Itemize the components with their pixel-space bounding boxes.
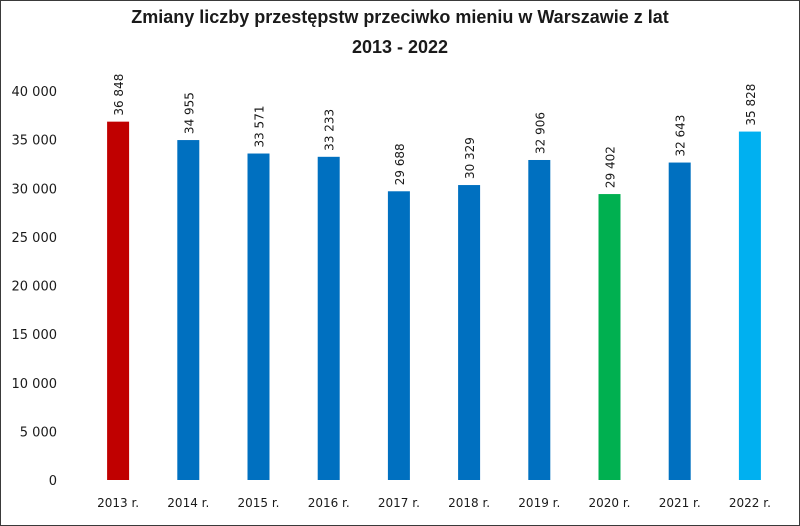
- data-label: 34 955: [182, 92, 196, 134]
- x-tick-label: 2015 r.: [238, 496, 280, 510]
- y-tick-label: 40 000: [12, 85, 58, 100]
- data-label: 35 828: [744, 84, 758, 126]
- y-tick-label: 20 000: [12, 280, 58, 295]
- data-label: 30 329: [463, 137, 477, 179]
- bar: [317, 156, 340, 480]
- x-tick-label: 2021 r.: [659, 496, 701, 510]
- data-label: 33 233: [323, 109, 337, 151]
- bar: [598, 194, 621, 480]
- data-label: 36 848: [112, 74, 126, 116]
- chart-title-line-1: Zmiany liczby przestępstw przeciwko mien…: [131, 7, 669, 27]
- x-tick-label: 2022 r.: [729, 496, 771, 510]
- y-tick-label: 30 000: [12, 182, 58, 197]
- data-label: 29 402: [604, 146, 618, 188]
- x-tick-label: 2018 r.: [448, 496, 490, 510]
- y-tick-label: 10 000: [12, 377, 58, 392]
- y-tick-label: 5 000: [20, 425, 57, 440]
- x-tick-label: 2019 r.: [518, 496, 560, 510]
- y-tick-label: 0: [49, 474, 57, 489]
- data-label: 32 906: [533, 112, 547, 154]
- bar: [668, 162, 691, 481]
- bar: [247, 153, 270, 480]
- x-tick-label: 2013 r.: [97, 496, 139, 510]
- y-tick-label: 25 000: [12, 231, 58, 246]
- x-tick-label: 2020 r.: [589, 496, 631, 510]
- x-tick-label: 2014 r.: [167, 496, 209, 510]
- y-tick-label: 35 000: [12, 134, 58, 149]
- bar: [387, 191, 410, 481]
- bar: [107, 121, 130, 480]
- x-tick-label: 2016 r.: [308, 496, 350, 510]
- chart-title-line-2: 2013 - 2022: [351, 37, 449, 57]
- data-label: 29 688: [393, 143, 407, 185]
- bar: [738, 131, 761, 480]
- data-label: 32 643: [674, 115, 688, 157]
- bar: [458, 185, 481, 480]
- y-tick-label: 15 000: [12, 328, 58, 343]
- x-tick-label: 2017 r.: [378, 496, 420, 510]
- bar: [177, 140, 200, 480]
- bar: [528, 159, 551, 481]
- data-label: 33 571: [253, 106, 267, 148]
